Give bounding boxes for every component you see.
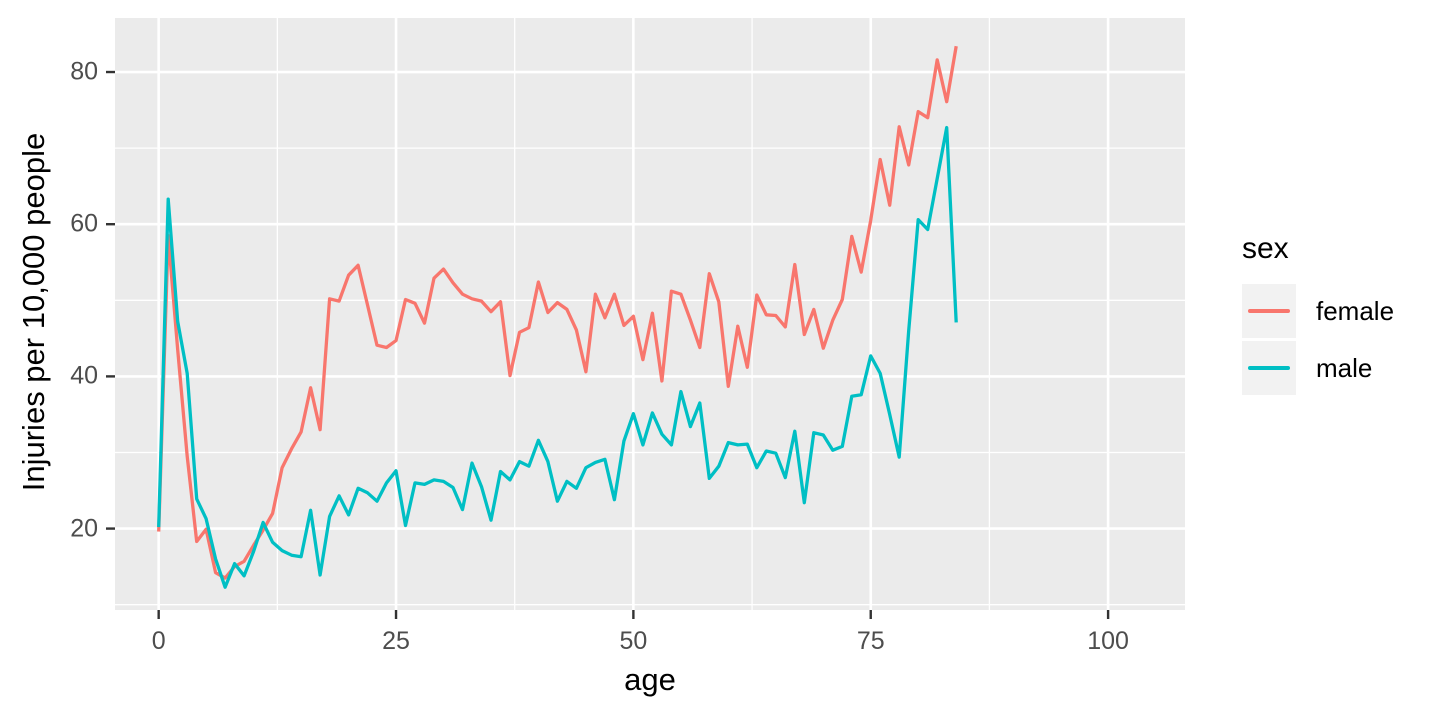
x-tick-label: 75 (856, 627, 885, 655)
x-tick-label: 25 (382, 627, 410, 655)
y-tick-label: 20 (70, 514, 98, 543)
x-tick-label: 100 (1087, 627, 1129, 655)
panel-background (115, 18, 1185, 610)
y-tick-label: 60 (70, 209, 98, 238)
legend: sex female male (1242, 232, 1394, 398)
y-axis-title: Injuries per 10,000 people (16, 132, 51, 492)
x-axis-title: age (624, 662, 676, 697)
y-tick-label: 40 (70, 361, 98, 390)
series-line-female (157, 45, 958, 580)
female-line-swatch (1248, 309, 1290, 313)
legend-title: sex (1242, 232, 1289, 265)
legend-key-male (1242, 341, 1296, 395)
legend-label-male: male (1316, 352, 1373, 383)
x-tick-label: 0 (151, 627, 166, 655)
legend-key-female (1242, 284, 1296, 338)
series-line-male (157, 125, 958, 589)
legend-entry-female: female (1242, 284, 1394, 338)
male-line-swatch (1248, 366, 1290, 370)
x-tick-label: 50 (619, 627, 648, 655)
y-tick-label: 80 (70, 57, 98, 86)
legend-entry-male: male (1242, 341, 1394, 395)
legend-label-female: female (1316, 295, 1395, 326)
